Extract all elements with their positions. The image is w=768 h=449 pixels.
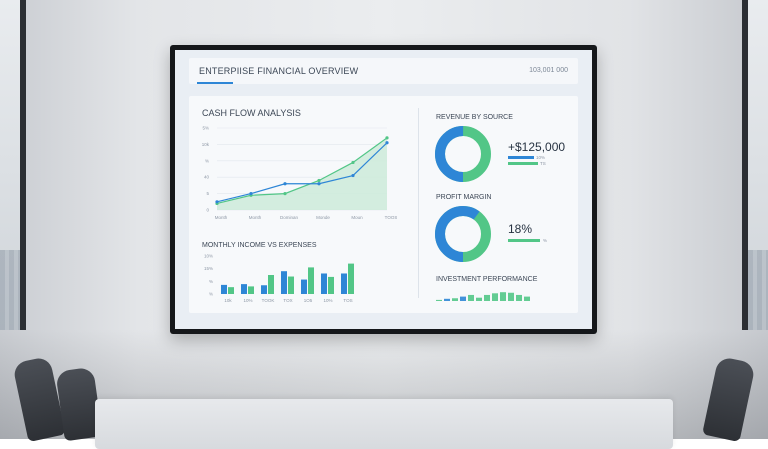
investment-bar: [524, 296, 530, 301]
city-view: [748, 250, 768, 330]
city-view: [0, 250, 20, 330]
investment-bar: [500, 292, 506, 301]
dashboard-id: 103,001 000: [529, 67, 568, 74]
monthly-bar: [328, 276, 334, 294]
revenue-title: REVENUE BY SOURCE: [436, 114, 513, 121]
cash-flow-point: [351, 160, 355, 165]
cash-flow-point: [317, 178, 321, 183]
investment-bar: [476, 297, 482, 301]
cash-flow-point: [385, 141, 389, 145]
cash-flow-point: [283, 182, 287, 186]
monthly-bar: [221, 284, 227, 294]
revenue-value: +$125,000: [508, 140, 566, 154]
cash-flow-line-series-2: [216, 142, 388, 203]
cash-flow-chart: 5% 10k% 40 5 0 Month Month Dominan Monde Moun TOOS: [202, 126, 397, 221]
cash-flow-y-tick: 10k: [202, 142, 210, 147]
cash-flow-x-tick: Dominan: [280, 215, 299, 220]
monthly-bar: [248, 286, 254, 294]
cash-flow-point: [385, 136, 389, 140]
profit-donut-slice-blue: [435, 206, 491, 262]
monthly-bar: [241, 284, 247, 294]
left-window: [0, 0, 26, 330]
cash-flow-area: [217, 137, 387, 210]
monthly-bar: [268, 275, 274, 294]
cash-flow-point: [249, 192, 253, 196]
wall-monitor: ENTERPIISE FINANCIAL OVERVIEW 103,001 00…: [170, 45, 597, 334]
dashboard-header: ENTERPIISE FINANCIAL OVERVIEW 103,001 00…: [189, 58, 578, 84]
investment-bar: [468, 294, 474, 301]
cash-flow-x-tick: Moun: [351, 215, 363, 220]
cash-flow-y-tick: 5%: [202, 126, 209, 131]
monthly-y-tick: 10%: [204, 254, 213, 259]
investment-bar: [436, 299, 442, 301]
monthly-x-tick: 10k: [224, 298, 232, 303]
revenue-donut-slice-blue: [435, 126, 491, 182]
monthly-x-tick: TOOK: [262, 298, 275, 303]
dashboard-screen: ENTERPIISE FINANCIAL OVERVIEW 103,001 00…: [175, 50, 592, 329]
monthly-x-tick: 10%: [323, 298, 332, 303]
monthly-x-tick: 1O5: [304, 298, 313, 303]
right-window: [742, 0, 768, 330]
monthly-bar: [341, 273, 347, 294]
monthly-bar: [321, 273, 327, 294]
investment-bar: [508, 292, 514, 301]
title-underline: [197, 82, 233, 84]
cash-flow-point: [283, 192, 287, 196]
cash-flow-x-tick: Month: [249, 215, 262, 220]
cash-flow-x-tick: TOOS: [385, 215, 397, 220]
investment-bar: [492, 293, 498, 301]
profit-legend: %: [543, 238, 548, 243]
cash-flow-y-tick: 40: [204, 175, 210, 180]
investment-bar: [444, 298, 450, 301]
dashboard-title: ENTERPIISE FINANCIAL OVERVIEW: [199, 66, 359, 76]
investment-bar: [484, 294, 490, 301]
cash-flow-y-tick: %: [205, 158, 209, 163]
monthly-title: MONTHLY INCOME VS EXPENSES: [202, 242, 317, 249]
conference-table: [95, 399, 673, 449]
cash-flow-y-tick: 0: [206, 208, 209, 213]
cash-flow-x-tick: Monde: [316, 215, 330, 220]
investment-bar: [452, 298, 458, 301]
cash-flow-line-series-1: [216, 137, 388, 205]
monthly-bar: [348, 263, 354, 294]
monthly-chart: 10% 15%%% 10k 10% TOOK TOX 1O5 10% TOS: [204, 254, 354, 303]
cash-flow-point: [317, 182, 321, 186]
monthly-x-tick: TOX: [283, 298, 292, 303]
monthly-bar: [228, 287, 234, 294]
revenue-legend-bar-1: [508, 156, 534, 159]
revenue-donut-chart: [435, 126, 491, 182]
monthly-bar: [288, 276, 294, 294]
investment-bar: [516, 294, 522, 301]
profit-donut-chart: [435, 206, 491, 262]
profit-value: 18%: [508, 222, 533, 236]
cash-flow-title: CASH FLOW ANALYSIS: [202, 108, 301, 118]
cash-flow-point: [215, 200, 219, 204]
monthly-bar: [261, 285, 267, 294]
monthly-bar: [281, 271, 287, 294]
cash-flow-x-tick: Month: [215, 215, 228, 220]
revenue-legend-bar-2: [508, 162, 538, 165]
monthly-y-tick: %: [209, 279, 213, 284]
investment-title: INVESTMENT PERFORMANCE: [436, 276, 538, 283]
profit-title: PROFIT MARGIN: [436, 194, 492, 201]
panel-divider: [418, 108, 419, 298]
monthly-y-tick: 15%: [204, 266, 213, 271]
revenue-legend-1: 10%: [536, 155, 546, 160]
monthly-x-tick: TOS: [343, 298, 352, 303]
cash-flow-point: [351, 173, 355, 178]
investment-bar: [460, 296, 466, 301]
monthly-x-tick: 10%: [243, 298, 252, 303]
dashboard-panel: CASH FLOW ANALYSIS 5% 10k% 40 5 0 Month Month D…: [189, 96, 578, 313]
monthly-bar: [301, 279, 307, 294]
monthly-y-tick: %: [209, 292, 213, 297]
revenue-legend-2: TS: [540, 161, 546, 166]
cash-flow-y-tick: 5: [206, 191, 209, 196]
profit-legend-bar: [508, 239, 540, 242]
monthly-bar: [308, 267, 314, 294]
investment-chart: [436, 292, 530, 301]
